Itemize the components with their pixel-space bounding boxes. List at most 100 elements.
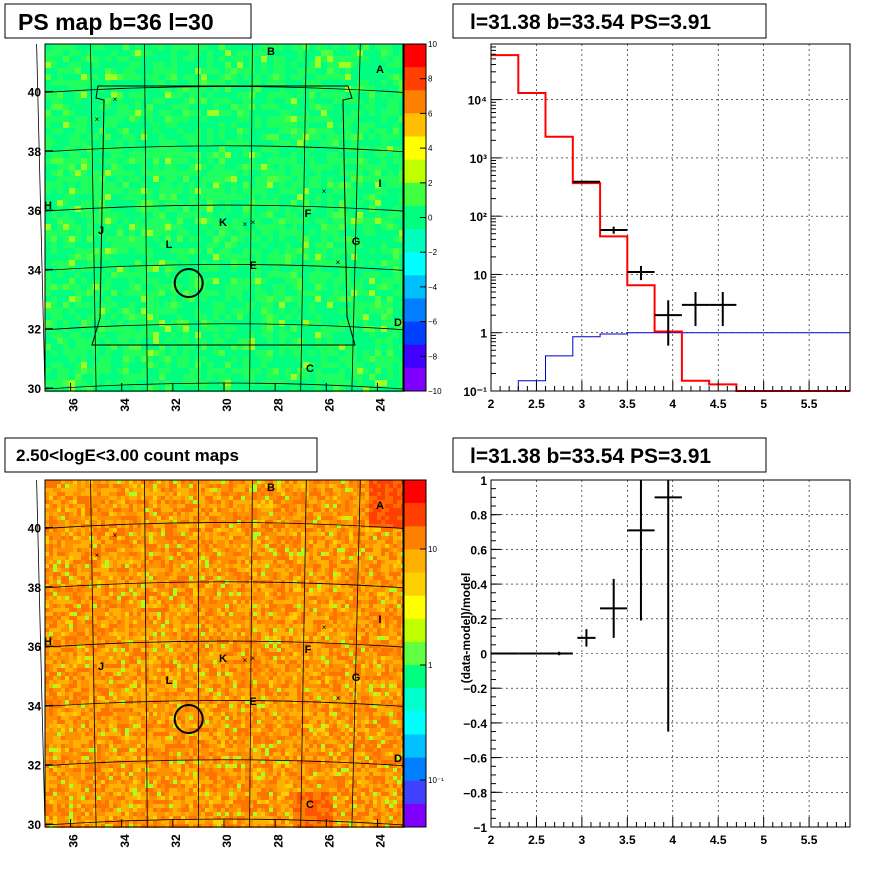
map-pixel [393,528,397,532]
map-pixel [207,290,213,296]
map-pixel [69,302,75,308]
map-pixel [45,508,49,512]
map-pixel [189,98,195,104]
map-pixel [315,236,321,242]
map-pixel [147,110,153,116]
map-pixel [255,290,261,296]
map-pixel [135,386,141,392]
map-pixel [273,320,279,326]
map-pixel [93,128,99,134]
map-pixel [159,380,165,386]
map-pixel [105,272,111,278]
map-pixel [231,254,237,260]
map-pixel [69,278,75,284]
map-pixel [147,242,153,248]
map-pixel [267,296,273,302]
map-pixel [243,146,249,152]
map-pixel [325,528,329,532]
map-pixel [397,492,401,496]
map-pixel [219,128,225,134]
map-pixel [171,308,177,314]
map-pixel [69,56,75,62]
map-pixel [157,512,161,516]
map-pixel [297,98,303,104]
map-pixel [261,194,267,200]
map-pixel [99,236,105,242]
map-pixel [389,492,393,496]
map-pixel [361,508,365,512]
map-pixel [161,520,165,524]
map-pixel [75,92,81,98]
map-pixel [333,206,339,212]
map-pixel [381,520,385,524]
map-pixel [129,92,135,98]
map-pixel [117,224,123,230]
x-tick-label: 30 [220,398,234,412]
map-pixel [303,152,309,158]
map-pixel [389,524,393,528]
map-pixel [393,314,399,320]
map-pixel [357,116,363,122]
map-pixel [141,212,147,218]
map-pixel [69,98,75,104]
map-pixel [177,500,181,504]
map-pixel [161,524,165,528]
map-pixel [133,504,137,508]
map-pixel [337,512,341,516]
map-pixel [159,200,165,206]
map-pixel [381,320,387,326]
map-pixel [297,212,303,218]
map-pixel [225,344,231,350]
map-pixel [327,158,333,164]
map-pixel [93,188,99,194]
map-pixel [291,290,297,296]
map-pixel [297,134,303,140]
map-pixel [93,140,99,146]
map-pixel [93,74,99,80]
map-pixel [315,110,321,116]
map-pixel [87,86,93,92]
map-pixel [57,332,63,338]
map-pixel [197,492,201,496]
map-pixel [345,488,349,492]
map-pixel [333,362,339,368]
map-pixel [377,528,381,532]
map-pixel [185,532,189,536]
map-pixel [219,86,225,92]
map-pixel [53,484,57,488]
map-pixel [177,332,183,338]
map-pixel [297,278,303,284]
map-pixel [357,176,363,182]
map-pixel [57,92,63,98]
map-pixel [129,332,135,338]
map-pixel [345,242,351,248]
map-pixel [267,158,273,164]
map-pixel [147,140,153,146]
map-pixel [231,182,237,188]
map-pixel [393,512,397,516]
map-pixel [237,56,243,62]
map-pixel [51,152,57,158]
map-pixel [147,290,153,296]
map-pixel [63,44,69,50]
map-pixel [373,520,377,524]
map-pixel [333,92,339,98]
map-pixel [273,344,279,350]
map-pixel [363,104,369,110]
map-pixel [45,116,51,122]
map-pixel [221,512,225,516]
map-pixel [153,308,159,314]
map-pixel [397,480,401,484]
map-pixel [351,266,357,272]
map-pixel [313,524,317,528]
map-pixel [225,110,231,116]
map-pixel [149,516,153,520]
map-pixel [125,500,129,504]
map-pixel [51,242,57,248]
map-pixel [219,140,225,146]
map-pixel [105,290,111,296]
map-pixel [245,520,249,524]
map-pixel [253,480,257,484]
map-pixel [189,362,195,368]
map-pixel [339,248,345,254]
